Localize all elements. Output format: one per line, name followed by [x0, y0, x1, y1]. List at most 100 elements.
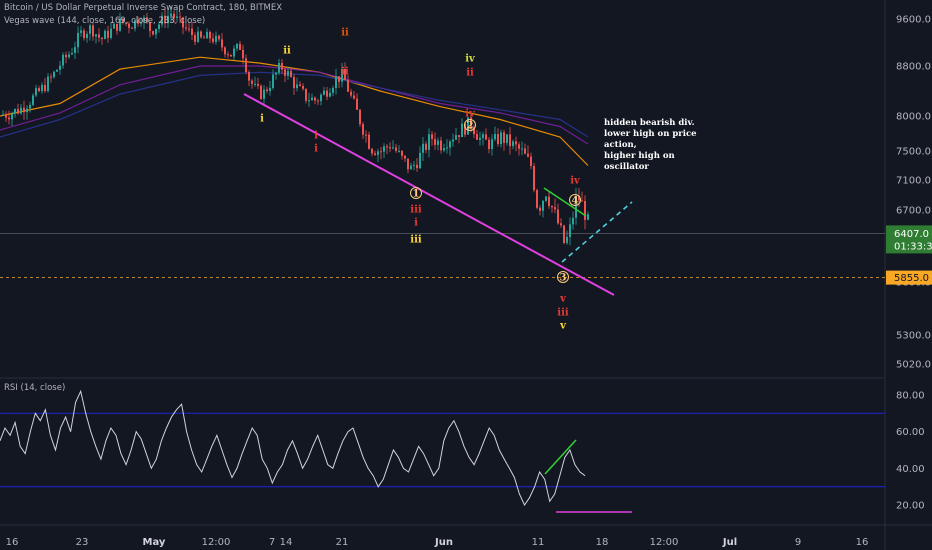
- candle-body: [164, 15, 166, 24]
- candle-body: [350, 91, 352, 96]
- candle-body: [524, 148, 526, 154]
- candle-body: [344, 69, 346, 80]
- candle-body: [68, 54, 70, 58]
- candle-body: [488, 139, 490, 149]
- rsi-axis[interactable]: 80.00 60.00 40.00 20.00: [896, 391, 925, 512]
- candle-body: [566, 236, 568, 243]
- candle-body: [533, 166, 535, 191]
- candle-body: [392, 147, 394, 149]
- price-tick-label: 5300.0: [896, 331, 931, 342]
- projection-line: [561, 201, 633, 263]
- price-tick-label: 8000.0: [896, 112, 931, 123]
- candle-body: [512, 141, 514, 147]
- candle-body: [347, 79, 349, 92]
- candle-body: [80, 30, 82, 33]
- wave-label: ii: [283, 46, 291, 57]
- rsi-legend[interactable]: RSI (14, close): [4, 383, 66, 393]
- candle-body: [104, 30, 106, 40]
- price-candles[interactable]: [2, 6, 589, 246]
- candle-body: [527, 153, 529, 157]
- candle-body: [359, 109, 361, 125]
- candle-body: [11, 113, 13, 120]
- candle-body: [515, 141, 517, 145]
- level-label: 5855.0: [894, 273, 929, 284]
- candle-body: [371, 148, 373, 154]
- candle-body: [542, 200, 544, 211]
- price-tick-label: 8800.0: [896, 62, 931, 73]
- price-axis[interactable]: 9600.08800.08000.07500.07100.06700.05800…: [886, 15, 932, 371]
- divergence-note: hidden bearish div. lower high on price …: [604, 118, 697, 172]
- candle-body: [23, 107, 25, 113]
- candle-body: [119, 18, 121, 31]
- candle-body: [116, 23, 118, 31]
- candle-body: [257, 83, 259, 86]
- wave-label: ii: [466, 68, 474, 79]
- wave-label: i: [314, 131, 318, 142]
- candle-body: [557, 209, 559, 224]
- candle-body: [569, 224, 571, 237]
- time-axis[interactable]: 16 23 May 12:00 7 14 21 Jun 11 18 12:00 Jul 9 16: [6, 537, 869, 548]
- candle-body: [452, 139, 454, 142]
- candle-body: [536, 190, 538, 208]
- candle-body: [479, 137, 481, 140]
- candle-body: [230, 54, 232, 57]
- candle-body: [455, 135, 457, 140]
- candle-body: [389, 147, 391, 149]
- candle-body: [122, 18, 124, 23]
- candle-body: [563, 225, 565, 243]
- candle-body: [113, 23, 115, 29]
- candle-body: [35, 88, 37, 96]
- last-price-label: 6407.0: [894, 229, 929, 240]
- candle-body: [248, 72, 250, 81]
- candle-body: [575, 195, 577, 218]
- candle-body: [44, 84, 46, 92]
- price-divergence-line: [543, 187, 587, 217]
- candle-body: [296, 84, 298, 89]
- candle-body: [458, 135, 460, 137]
- time-tick-label: 16: [856, 537, 869, 548]
- candle-body: [449, 141, 451, 148]
- candle-body: [98, 34, 100, 38]
- wave-circle: [464, 119, 476, 131]
- wave-circle: [569, 194, 581, 206]
- symbol-legend[interactable]: Bitcoin / US Dollar Perpetual Inverse Sw…: [4, 3, 283, 13]
- candle-body: [572, 217, 574, 225]
- candle-body: [299, 84, 301, 86]
- indicator-legend[interactable]: Vegas wave (144, close, 169, close, 233,…: [4, 16, 206, 26]
- candle-body: [431, 134, 433, 139]
- candle-body: [320, 94, 322, 102]
- price-tick-label: 7100.0: [896, 176, 931, 187]
- candle-body: [365, 134, 367, 136]
- candle-body: [491, 139, 493, 149]
- candle-body: [461, 123, 463, 137]
- candle-body: [332, 87, 334, 93]
- rsi-pane[interactable]: [0, 389, 885, 513]
- candle-body: [242, 49, 244, 59]
- candle-body: [101, 37, 103, 40]
- candle-body: [428, 134, 430, 150]
- candle-body: [509, 134, 511, 147]
- candle-body: [443, 148, 445, 151]
- candle-body: [86, 33, 88, 38]
- time-tick-label: 23: [76, 537, 89, 548]
- candle-body: [440, 140, 442, 151]
- wave-circle: [557, 271, 569, 283]
- candle-body: [194, 35, 196, 42]
- candle-body: [62, 54, 64, 66]
- candle-body: [506, 134, 508, 143]
- candle-body: [587, 214, 589, 220]
- candle-body: [383, 146, 385, 152]
- candle-body: [218, 35, 220, 40]
- candle-body: [140, 22, 142, 24]
- candle-body: [56, 69, 58, 72]
- candle-body: [281, 63, 283, 70]
- time-tick-label: 12:00: [650, 537, 679, 548]
- wave-label: 3: [560, 273, 567, 284]
- time-tick-label: 14: [280, 537, 293, 548]
- candle-body: [494, 134, 496, 140]
- candle-body: [239, 43, 241, 50]
- candle-body: [308, 100, 310, 102]
- candle-body: [185, 27, 187, 29]
